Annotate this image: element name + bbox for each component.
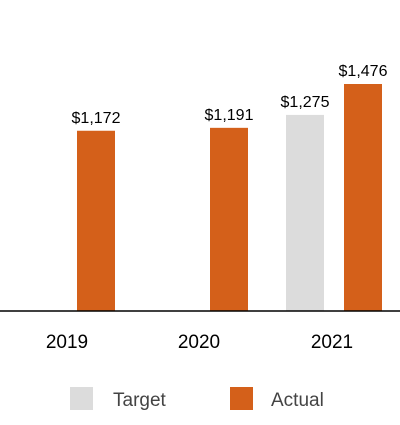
data-label-actual-2019: $1,172 [72,110,121,127]
bar-actual-2020 [210,127,248,311]
data-label-target-2021: $1,275 [281,94,330,111]
bar-actual-2021 [344,84,382,311]
legend-label-actual: Actual [271,390,324,411]
x-tick-label-2021: 2021 [311,332,353,353]
legend-swatch-target [70,387,93,410]
x-tick-label-2019: 2019 [46,332,88,353]
x-tick-label-2020: 2020 [178,332,220,353]
data-labels-layer: $1,275 $1,172 $1,191 $1,476 [72,63,388,127]
bars-layer [77,84,382,312]
bar-actual-2019 [77,130,115,311]
legend-label-target: Target [113,390,167,411]
bar-target-2021 [286,114,324,312]
x-tick-labels: 2019 2020 2021 [46,332,353,353]
legend: Target Actual [70,387,324,411]
data-label-actual-2021: $1,476 [339,63,388,80]
data-label-actual-2020: $1,191 [205,107,254,124]
legend-swatch-actual [230,387,253,410]
